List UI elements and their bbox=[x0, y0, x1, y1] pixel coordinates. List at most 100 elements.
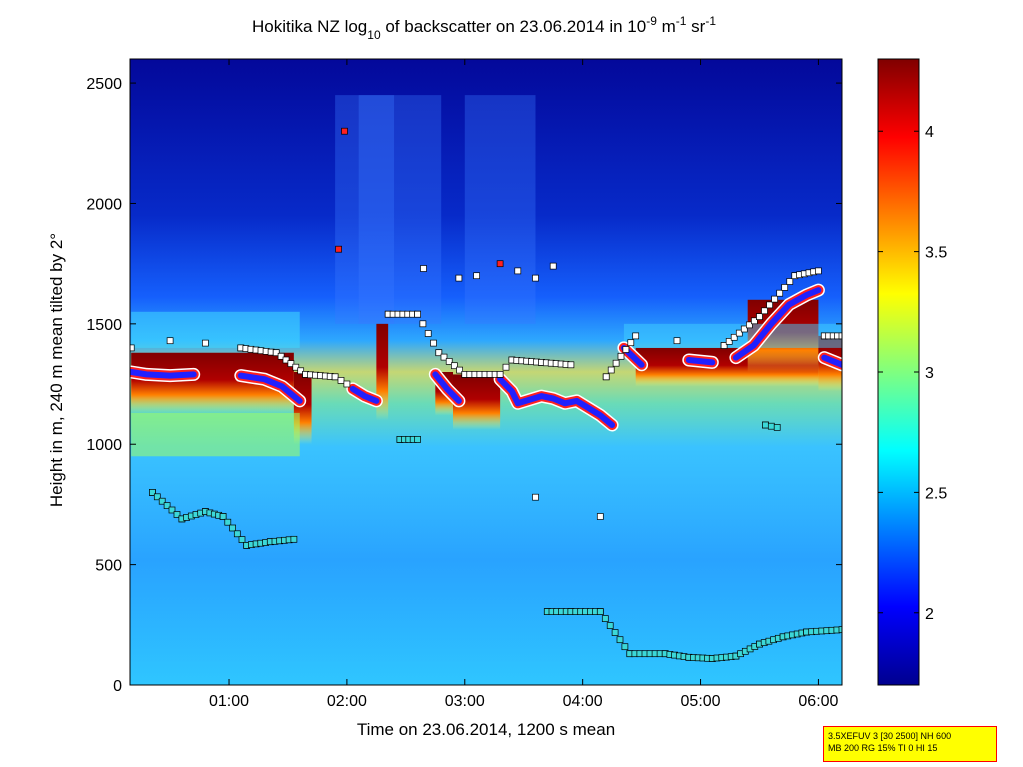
layer-marker bbox=[272, 349, 280, 357]
layer-marker bbox=[622, 346, 630, 353]
layer-marker bbox=[627, 339, 635, 347]
low-layer-marker bbox=[163, 502, 171, 509]
y-axis: 0 500 1000 1500 2000 2500 bbox=[86, 76, 842, 695]
layer-marker bbox=[612, 359, 620, 367]
layer-marker bbox=[445, 358, 453, 365]
x-tick-label: 03:00 bbox=[445, 693, 485, 710]
layer-marker bbox=[751, 317, 758, 325]
layer-marker bbox=[331, 373, 339, 381]
low-layer-marker bbox=[290, 535, 298, 543]
low-layer-marker bbox=[773, 424, 781, 431]
low-layer-marker bbox=[238, 536, 246, 543]
layer-marker bbox=[838, 332, 842, 340]
layer-marker bbox=[602, 373, 610, 381]
layer-marker bbox=[746, 321, 753, 329]
colorbar-tick-label: 3 bbox=[925, 365, 934, 382]
instrument-info-box: 3.5XEFUV 3 [30 2500] NH 600 MB 200 RG 15… bbox=[823, 726, 997, 762]
layer-marker bbox=[419, 320, 427, 328]
layer-marker bbox=[130, 344, 135, 352]
colorbar-tick-label: 4 bbox=[925, 124, 934, 141]
heatmap-haze-column bbox=[335, 95, 442, 324]
layer-marker bbox=[496, 371, 504, 378]
chart-title: Hokitika NZ log10 of backscatter on 23.0… bbox=[252, 14, 716, 42]
high-marker bbox=[514, 267, 522, 275]
colorbar-tick-label: 3.5 bbox=[925, 245, 947, 262]
info-line-2: MB 200 RG 15% TI 0 HI 15 bbox=[828, 743, 938, 753]
low-layer-marker bbox=[621, 643, 629, 651]
layer-marker bbox=[781, 284, 789, 291]
low-layer-marker bbox=[596, 608, 604, 615]
layer-marker bbox=[502, 363, 510, 371]
high-marker bbox=[473, 272, 480, 280]
plot-area: 01:00 02:00 03:00 04:00 05:00 06:00 0 500 1000 1… bbox=[86, 58, 843, 710]
low-layer-marker bbox=[606, 622, 614, 629]
cloud-base-line bbox=[130, 369, 197, 379]
high-marker bbox=[335, 245, 342, 253]
layer-marker bbox=[735, 329, 743, 337]
layer-marker bbox=[740, 325, 748, 333]
high-marker bbox=[596, 513, 604, 520]
low-layer-marker bbox=[173, 511, 181, 518]
layer-marker bbox=[297, 367, 305, 375]
layer-marker bbox=[456, 366, 463, 374]
colorbar-tick-label: 2.5 bbox=[925, 485, 947, 502]
layer-marker bbox=[292, 363, 300, 371]
low-layer-marker bbox=[149, 489, 156, 496]
high-marker bbox=[532, 274, 539, 282]
low-layer-marker bbox=[601, 615, 609, 622]
cloud-base-line bbox=[432, 371, 462, 404]
layer-marker bbox=[337, 377, 345, 384]
layer-marker bbox=[435, 349, 443, 357]
colorbar-gradient bbox=[877, 58, 920, 686]
colorbar-tick-label: 2 bbox=[925, 606, 934, 623]
low-layer-marker bbox=[414, 436, 421, 443]
layer-marker bbox=[567, 361, 575, 369]
cloud-layer-band bbox=[376, 323, 389, 421]
x-tick-label: 01:00 bbox=[209, 693, 249, 710]
high-marker bbox=[341, 127, 348, 135]
low-layer-marker bbox=[767, 422, 775, 430]
cloud-base-line bbox=[237, 372, 303, 404]
layer-marker bbox=[776, 289, 784, 297]
layer-marker bbox=[287, 360, 295, 367]
layer-marker bbox=[756, 313, 763, 320]
aerosol-belt bbox=[131, 412, 300, 457]
layer-marker bbox=[282, 356, 290, 364]
low-layer-marker bbox=[838, 626, 842, 633]
x-tick-label: 05:00 bbox=[681, 693, 721, 710]
layer-marker bbox=[786, 278, 794, 285]
cloud-base-line bbox=[685, 357, 716, 366]
colorbar-ticks: 2 2.5 3 3.5 4 bbox=[878, 124, 947, 623]
y-tick-label: 0 bbox=[113, 678, 122, 695]
layer-marker bbox=[720, 342, 728, 349]
detection-markers bbox=[130, 127, 842, 662]
low-layer-marker bbox=[153, 493, 161, 501]
low-layer-marker bbox=[229, 524, 236, 532]
layer-marker bbox=[424, 330, 432, 337]
high-marker bbox=[532, 493, 539, 501]
info-line-1: 3.5XEFUV 3 [30 2500] NH 600 bbox=[828, 731, 952, 741]
layer-marker bbox=[771, 295, 778, 303]
x-tick-label: 02:00 bbox=[327, 693, 367, 710]
low-layer-marker bbox=[158, 497, 166, 505]
layer-marker bbox=[761, 307, 768, 315]
cloud-base-line bbox=[732, 287, 822, 361]
low-layer-marker bbox=[219, 513, 227, 520]
y-axis-label: Height in m, 240 m mean tilted by 2° bbox=[47, 233, 66, 507]
layer-marker bbox=[277, 352, 285, 360]
upper-haze-band bbox=[131, 311, 300, 348]
layer-marker bbox=[440, 353, 448, 361]
layer-marker bbox=[451, 362, 458, 370]
x-tick-label: 06:00 bbox=[798, 693, 838, 710]
plot-frame bbox=[129, 58, 843, 686]
heatmap-haze-column bbox=[358, 95, 395, 324]
x-axis-label: Time on 23.06.2014, 1200 s mean bbox=[357, 720, 615, 739]
layer-marker bbox=[673, 337, 681, 345]
y-tick-label: 2500 bbox=[86, 76, 122, 93]
layer-marker bbox=[766, 301, 773, 309]
y-tick-label: 2000 bbox=[86, 196, 122, 213]
heatmap-haze-column bbox=[464, 95, 536, 324]
colorbar: 2 2.5 3 3.5 4 bbox=[877, 58, 947, 686]
y-tick-label: 1500 bbox=[86, 317, 122, 334]
